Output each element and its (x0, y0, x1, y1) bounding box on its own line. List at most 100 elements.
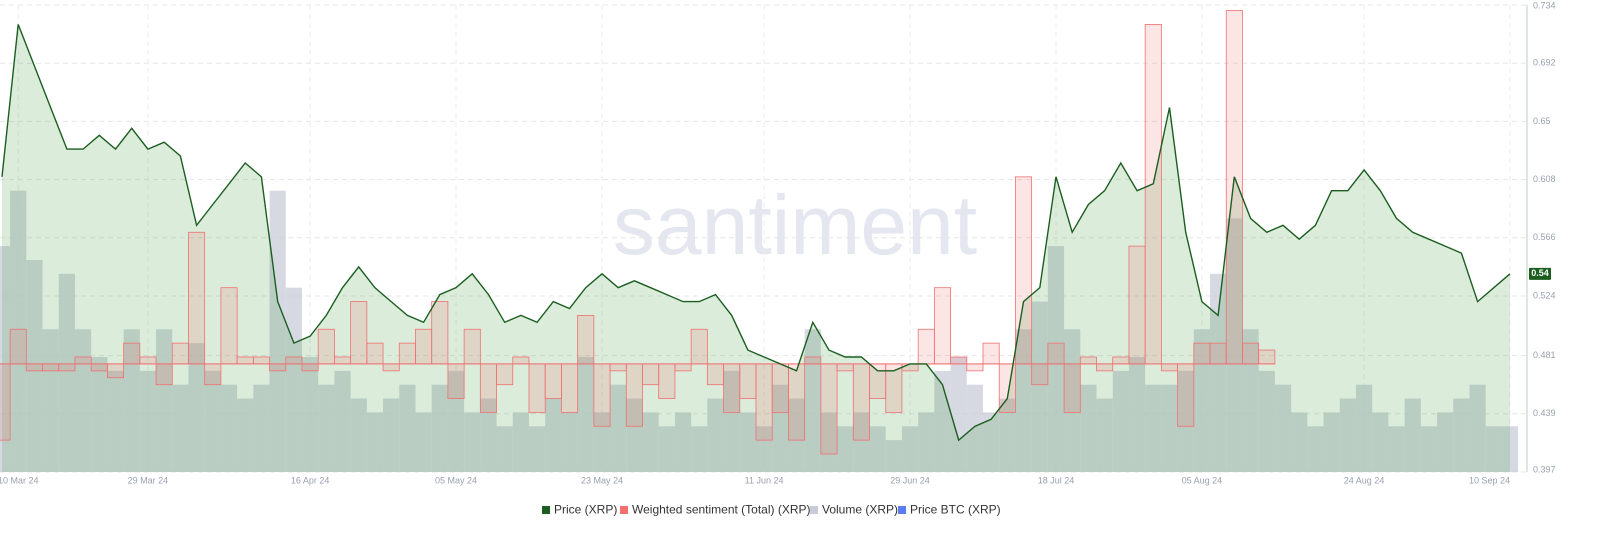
volume-bar (901, 426, 919, 472)
volume-bar (983, 412, 1000, 472)
price-tag (1529, 267, 1551, 280)
volume-bar (1485, 426, 1502, 472)
sentiment-bar (625, 363, 643, 427)
sentiment-bar (771, 363, 789, 413)
volume-bar (318, 384, 335, 472)
sentiment-bar (1177, 363, 1195, 427)
sentiment-bar (755, 363, 773, 441)
volume-bar (1031, 301, 1048, 472)
x-tick-label: 18 Jul 24 (1038, 475, 1075, 485)
sentiment-bar (204, 363, 222, 386)
sentiment-bar (334, 356, 352, 365)
volume-bar (431, 384, 448, 472)
sentiment-bar (933, 287, 951, 365)
volume-bar (837, 426, 854, 472)
legend-label: Price (XRP) (554, 503, 617, 517)
sentiment-bar (301, 363, 319, 372)
sentiment-bar (415, 328, 433, 365)
volume-bar (334, 370, 351, 472)
sentiment-bar (74, 356, 92, 365)
volume-bar (626, 398, 643, 472)
sentiment-bar (123, 342, 141, 365)
volume-bar (691, 426, 708, 472)
sentiment-bar (739, 363, 757, 399)
volume-bar (642, 412, 659, 472)
legend-swatch (542, 506, 550, 514)
legend-swatch (620, 506, 628, 514)
volume-bar (1307, 426, 1324, 472)
volume-bar (350, 398, 367, 472)
sentiment-bar (1031, 363, 1049, 386)
y-tick-label: 0.692 (1533, 58, 1556, 68)
sentiment-bar (398, 342, 416, 365)
volume-bar (464, 412, 481, 472)
sentiment-bar (220, 287, 238, 365)
volume-bar (950, 356, 967, 472)
volume-bar (1177, 370, 1194, 472)
volume-bar (91, 356, 108, 472)
volume-bar (788, 398, 805, 472)
sentiment-bar (269, 363, 287, 372)
sentiment-bar (836, 363, 854, 372)
sentiment-bar (317, 328, 335, 365)
volume-bar (123, 329, 140, 472)
volume-bar (1291, 412, 1308, 472)
volume-bar (1047, 246, 1065, 472)
price-area (2, 24, 1510, 473)
sentiment-bar (901, 363, 919, 372)
volume-bar (918, 412, 935, 472)
volume-bar (447, 370, 465, 472)
sentiment-bar (1063, 363, 1081, 413)
volume-bar (1145, 384, 1162, 472)
volume-bar (188, 343, 205, 472)
volume-bar (528, 426, 546, 472)
sentiment-bar (642, 363, 660, 386)
sentiment-bar (1160, 363, 1178, 372)
sentiment-bar (869, 363, 887, 399)
x-tick-label: 10 Mar 24 (0, 475, 38, 485)
sentiment-bar (820, 363, 838, 455)
sentiment-bar (1209, 342, 1227, 365)
volume-bar (301, 356, 319, 472)
sentiment-bar (350, 301, 368, 365)
volume-bar (772, 384, 789, 472)
volume-bar (610, 384, 627, 472)
volume-bar (10, 190, 27, 472)
y-tick-label: 0.481 (1533, 350, 1556, 360)
legend-swatch (810, 506, 818, 514)
volume-bar (156, 329, 173, 472)
volume-bar (496, 426, 513, 472)
sentiment-bar (1079, 356, 1097, 365)
volume-bar (658, 426, 675, 472)
volume-bar (1453, 398, 1470, 472)
volume-bar (820, 412, 838, 472)
volume-bar (0, 246, 11, 472)
sentiment-bar (1112, 356, 1130, 365)
volume-bar (1096, 398, 1113, 472)
sentiment-bar (90, 363, 108, 372)
sentiment-bar (447, 363, 465, 399)
volume-bar (415, 412, 432, 472)
sentiment-bar (188, 231, 206, 365)
sentiment-bar (1242, 342, 1260, 365)
x-tick-label: 29 Jun 24 (890, 475, 930, 485)
sentiment-bar (544, 363, 562, 399)
sentiment-bar (852, 363, 870, 441)
sentiment-bar (966, 363, 984, 372)
y-tick-label: 0.439 (1533, 408, 1556, 418)
y-tick-label: 0.65 (1533, 116, 1551, 126)
sentiment-bar (58, 363, 76, 372)
sentiment-bar (512, 356, 530, 365)
volume-bar (139, 370, 157, 472)
sentiment-bar (1258, 349, 1276, 365)
volume-bar (999, 398, 1016, 472)
volume-bar (1128, 356, 1146, 472)
volume-bar (1080, 384, 1097, 472)
sentiment-bar (1047, 342, 1065, 365)
volume-bar (674, 412, 692, 472)
legend-label: Weighted sentiment (Total) (XRP) (632, 503, 811, 517)
x-tick-label: 11 Jun 24 (745, 475, 784, 485)
x-tick-label: 10 Sep 24 (1469, 475, 1510, 485)
legend-label: Volume (XRP) (822, 503, 898, 517)
